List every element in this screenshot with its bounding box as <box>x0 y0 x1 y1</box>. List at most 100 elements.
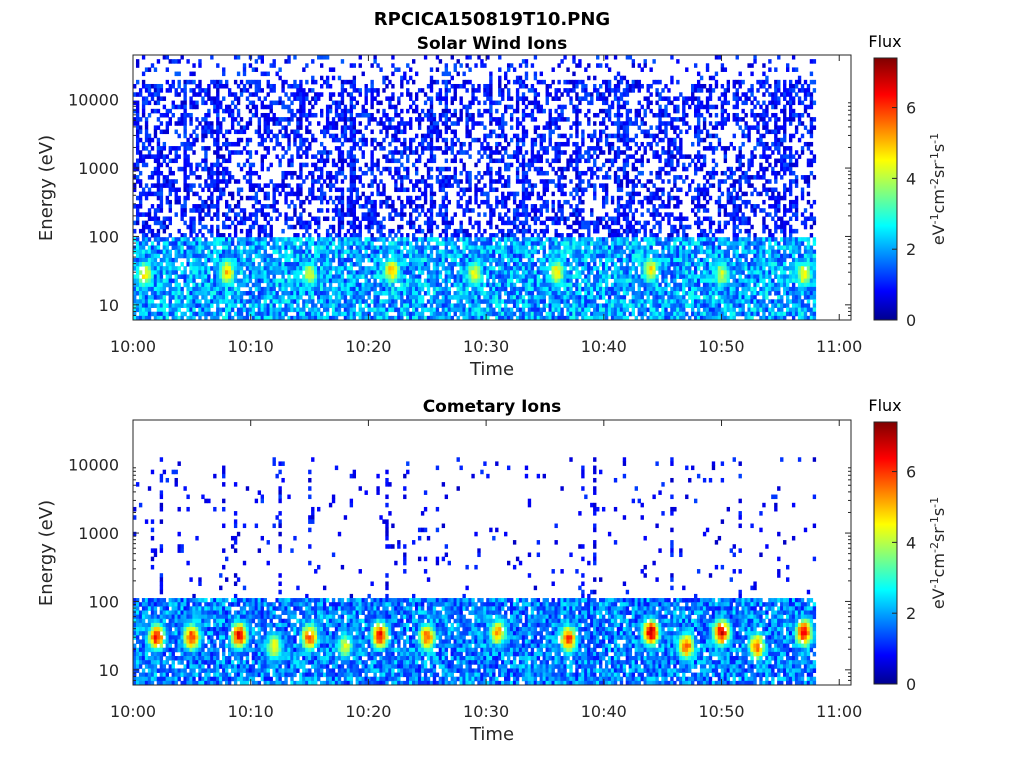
heatmap-cell <box>432 121 437 126</box>
heatmap-cell <box>409 299 413 304</box>
heatmap-cell <box>322 241 327 246</box>
heatmap-cell <box>210 257 214 263</box>
heatmap-cell <box>296 262 300 267</box>
heatmap-cell <box>530 257 535 263</box>
heatmap-cell <box>159 224 164 230</box>
heatmap-cell <box>364 112 368 118</box>
heatmap-cell <box>385 282 389 288</box>
heatmap-cell <box>486 133 490 139</box>
heatmap-cell <box>251 315 256 320</box>
heatmap-cell <box>266 303 270 308</box>
heatmap-cell <box>504 150 508 155</box>
heatmap-cell <box>539 195 544 201</box>
heatmap-cell <box>210 295 214 300</box>
heatmap-cell <box>486 266 490 271</box>
heatmap-cell <box>394 112 398 118</box>
heatmap-cell <box>168 274 172 279</box>
heatmap-cell <box>367 228 371 234</box>
heatmap-cell <box>207 166 211 172</box>
heatmap-cell <box>397 249 401 255</box>
heatmap-cell <box>153 129 158 135</box>
heatmap-cell <box>489 150 493 155</box>
heatmap-cell <box>219 79 223 85</box>
heatmap-cell <box>391 299 395 304</box>
heatmap-cell <box>417 204 422 209</box>
heatmap-cell <box>144 278 149 284</box>
heatmap-cell <box>245 195 250 201</box>
heatmap-cell <box>385 204 389 209</box>
heatmap-cell <box>272 117 276 122</box>
heatmap-cell <box>290 199 294 205</box>
heatmap-cell <box>219 233 223 238</box>
heatmap-cell <box>420 253 425 259</box>
heatmap-cell <box>340 92 345 97</box>
heatmap-cell <box>501 96 505 101</box>
heatmap-cell <box>216 295 220 300</box>
heatmap-cell <box>504 166 508 172</box>
heatmap-cell <box>328 104 333 110</box>
heatmap-cell <box>382 291 386 296</box>
heatmap-cell <box>213 137 217 143</box>
heatmap-cell <box>147 266 152 271</box>
heatmap-cell <box>201 286 205 292</box>
heatmap-cell <box>207 183 211 188</box>
heatmap-cell <box>219 195 223 201</box>
heatmap-cell <box>210 96 214 101</box>
heatmap-cell <box>352 162 357 168</box>
heatmap-cell <box>459 112 463 118</box>
heatmap-cell <box>483 212 487 217</box>
heatmap-cell <box>168 204 172 209</box>
heatmap-cell <box>227 245 232 251</box>
heatmap-cell <box>480 307 484 313</box>
heatmap-cell <box>156 266 161 271</box>
heatmap-cell <box>483 282 487 288</box>
heatmap-cell <box>308 241 312 246</box>
heatmap-cell <box>521 96 526 101</box>
heatmap-cell <box>420 245 425 251</box>
heatmap-cell <box>370 100 374 106</box>
heatmap-cell <box>536 249 541 255</box>
heatmap-cell <box>349 233 354 238</box>
heatmap-cell <box>414 291 419 296</box>
heatmap-cell <box>290 266 294 271</box>
heatmap-cell <box>441 121 446 126</box>
heatmap-cell <box>450 233 454 238</box>
heatmap-cell <box>495 187 499 193</box>
heatmap-cell <box>296 187 300 193</box>
heatmap-cell <box>506 307 511 313</box>
heatmap-cell <box>141 245 146 251</box>
heatmap-cell <box>438 241 443 246</box>
heatmap-cell <box>352 204 357 209</box>
heatmap-cell <box>281 253 285 259</box>
heatmap-cell <box>171 262 175 267</box>
heatmap-cell <box>352 303 357 308</box>
heatmap-cell <box>506 166 511 172</box>
heatmap-cell <box>367 121 371 126</box>
heatmap-cell <box>456 282 460 288</box>
heatmap-cell <box>501 154 505 159</box>
heatmap-cell <box>153 286 158 292</box>
heatmap-cell <box>325 286 330 292</box>
heatmap-cell <box>230 117 235 122</box>
heatmap-cell <box>266 112 270 118</box>
heatmap-cell <box>290 291 294 296</box>
heatmap-cell <box>230 141 235 147</box>
heatmap-cell <box>471 278 475 284</box>
heatmap-cell <box>471 117 475 122</box>
heatmap-cell <box>159 112 164 118</box>
heatmap-cell <box>346 162 351 168</box>
heatmap-cell <box>400 179 404 184</box>
heatmap-cell <box>367 282 371 288</box>
heatmap-cell <box>412 137 416 143</box>
heatmap-cell <box>352 141 357 147</box>
heatmap-cell <box>352 291 357 296</box>
heatmap-cell <box>216 133 220 139</box>
heatmap-cell <box>370 88 374 93</box>
heatmap-cell <box>141 100 146 106</box>
heatmap-cell <box>156 150 161 155</box>
heatmap-cell <box>515 307 520 313</box>
heatmap-cell <box>438 179 443 184</box>
heatmap-cell <box>394 179 398 184</box>
heatmap-cell <box>299 79 303 85</box>
heatmap-cell <box>435 121 440 126</box>
